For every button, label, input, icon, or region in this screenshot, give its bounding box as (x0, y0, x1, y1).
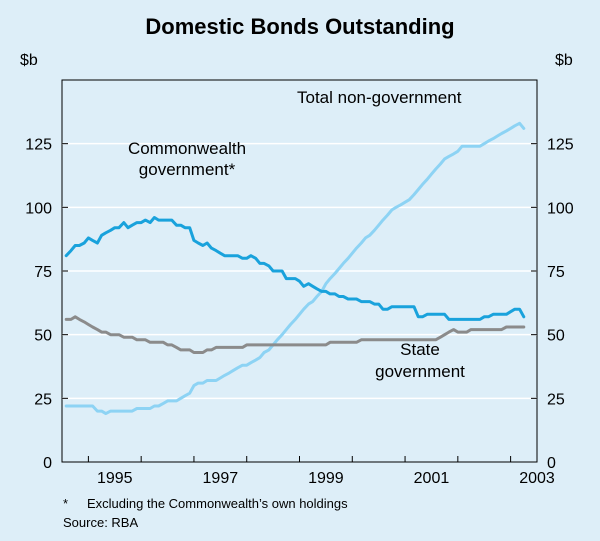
y-tick-label-right: 0 (547, 455, 556, 472)
y-tick-label-right: 75 (547, 264, 565, 281)
commonwealth-label-line1: Commonwealth (128, 139, 246, 158)
y-tick-label-right: 100 (547, 200, 574, 217)
state-government-label-line1: State (400, 340, 440, 359)
y-tick-label-left: 125 (25, 137, 52, 154)
footnote-marker: * (63, 496, 69, 511)
series-lines (64, 121, 526, 416)
x-tick-label: 2003 (519, 470, 555, 487)
y-tick-label-right: 25 (547, 391, 565, 408)
x-tick-label: 1995 (97, 470, 133, 487)
footnote-text: Excluding the Commonwealth’s own holding… (87, 496, 348, 511)
series-line-commonwealth-government (64, 216, 526, 321)
x-ticks: 1995 1997 1999 2001 2003 (87, 456, 555, 487)
y-axis-unit-right: $b (555, 52, 573, 69)
chart-title: Domestic Bonds Outstanding (145, 14, 455, 39)
series-line-total-non-government (64, 121, 526, 416)
x-tick-label: 1999 (308, 470, 344, 487)
y-tick-label-left: 0 (43, 455, 52, 472)
series-line-state-government (64, 315, 526, 354)
total-non-government-label: Total non-government (297, 88, 462, 107)
y-tick-label-left: 75 (34, 264, 52, 281)
y-tick-label-left: 25 (34, 391, 52, 408)
y-axis-unit-left: $b (20, 52, 38, 69)
y-tick-label-right: 50 (547, 328, 565, 345)
state-government-label-line2: government (375, 362, 465, 381)
commonwealth-label-line2: government* (139, 160, 236, 179)
y-tick-label-right: 125 (547, 137, 574, 154)
x-tick-label: 1997 (203, 470, 239, 487)
y-tick-label-left: 100 (25, 200, 52, 217)
footnote: * Excluding the Commonwealth’s own holdin… (63, 496, 348, 511)
gridlines (62, 142, 537, 400)
source-note: Source: RBA (63, 515, 139, 530)
x-tick-label: 2001 (414, 470, 450, 487)
y-tick-label-left: 50 (34, 328, 52, 345)
y-ticks: 0 0 25 25 50 50 75 75 100 100 125 125 (25, 137, 574, 472)
